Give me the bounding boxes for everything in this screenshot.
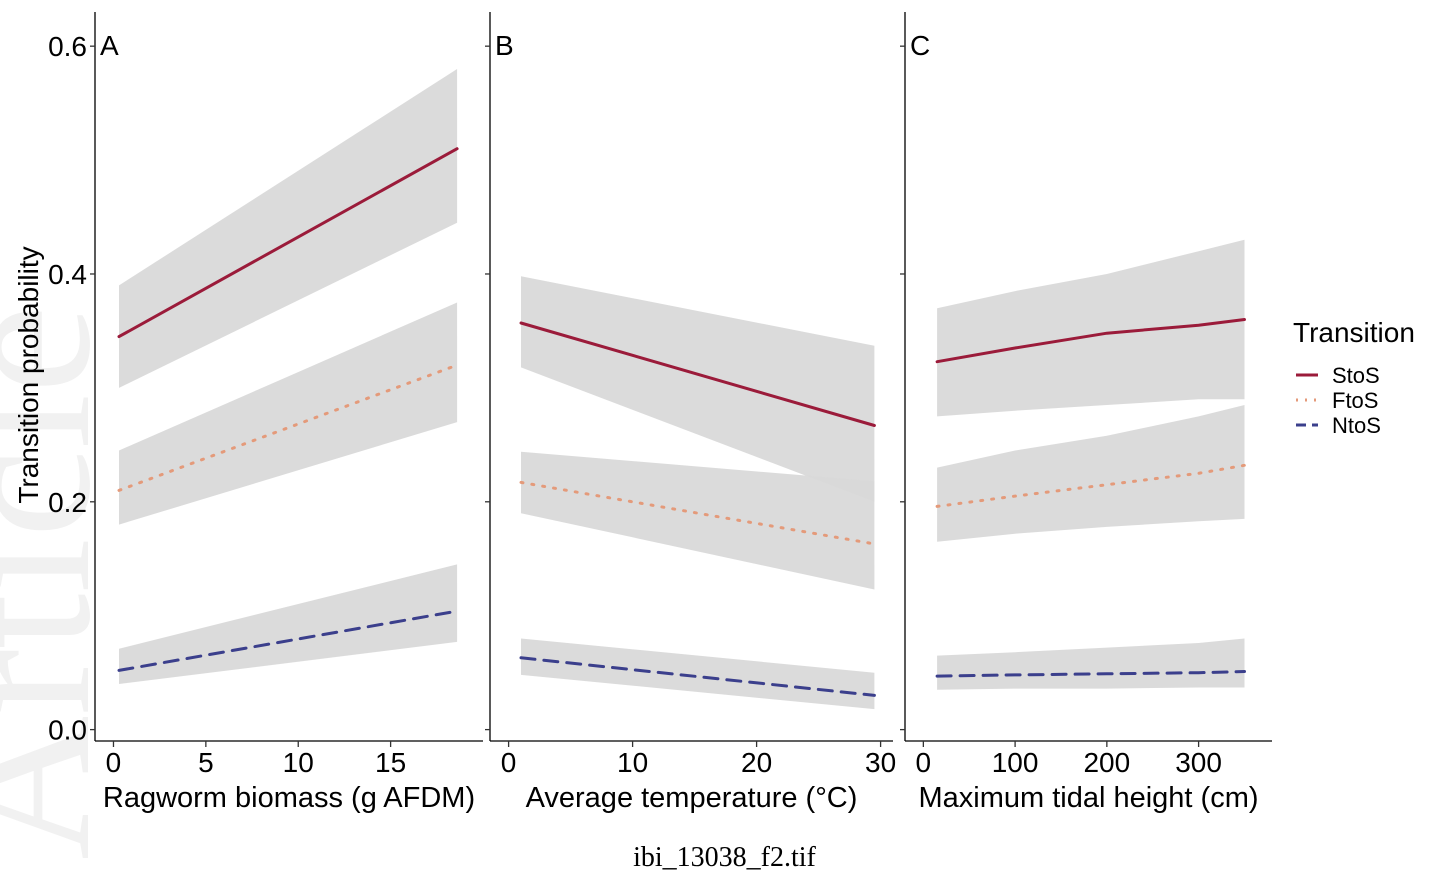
panel-letter: B bbox=[495, 30, 514, 61]
x-tick-label: 10 bbox=[283, 747, 314, 778]
panel-letter: C bbox=[910, 30, 930, 61]
y-tick-label: 0.4 bbox=[48, 259, 87, 290]
y-axis-title: Transition probability bbox=[13, 246, 44, 503]
legend-label-ntos: NtoS bbox=[1332, 413, 1381, 438]
legend-label-ftos: FtoS bbox=[1332, 388, 1378, 413]
panel-c: 0 100 200 300 Maximum tidal height (cm) C bbox=[900, 12, 1272, 814]
ci-ribbon-ntos bbox=[119, 564, 458, 684]
ci-ribbon-ntos bbox=[521, 638, 875, 710]
ci-ribbon-ntos bbox=[937, 638, 1245, 690]
x-tick-label: 0 bbox=[916, 747, 932, 778]
ci-ribbon-stos bbox=[937, 239, 1245, 417]
x-tick-label: 10 bbox=[617, 747, 648, 778]
series-line-stos bbox=[117, 147, 459, 339]
series-line-stos bbox=[519, 321, 876, 427]
x-tick-label: 0 bbox=[106, 747, 122, 778]
x-axis-title: Maximum tidal height (cm) bbox=[918, 782, 1258, 814]
x-tick-label: 15 bbox=[375, 747, 406, 778]
background-watermark: Article bbox=[0, 305, 132, 860]
x-tick-label: 0 bbox=[501, 747, 517, 778]
figure-caption: ibi_13038_f2.tif bbox=[633, 842, 816, 873]
y-tick-label: 0.0 bbox=[48, 715, 87, 746]
chart-panels: 0.0 0.2 0.4 0.6 0 5 10 15 Ragworm biomass (g AFD… bbox=[48, 12, 1272, 814]
series-line-ftos bbox=[519, 480, 876, 546]
y-tick-label: 0.2 bbox=[48, 487, 87, 518]
x-tick-label: 100 bbox=[992, 747, 1039, 778]
y-tick-label: 0.6 bbox=[48, 31, 87, 62]
series-line-ntos bbox=[519, 656, 876, 697]
x-tick-label: 300 bbox=[1175, 747, 1222, 778]
legend-title: Transition bbox=[1293, 317, 1415, 348]
ci-ribbon-stos bbox=[119, 69, 458, 388]
legend-label-stos: StoS bbox=[1332, 363, 1380, 388]
ci-ribbon-stos bbox=[521, 276, 875, 502]
panel-letter: A bbox=[100, 30, 119, 61]
series-line-ntos bbox=[117, 609, 459, 672]
series-line-stos bbox=[935, 318, 1246, 364]
panel-a: 0.0 0.2 0.4 0.6 0 5 10 15 Ragworm biomass (g AFD… bbox=[48, 12, 483, 814]
x-tick-label: 20 bbox=[741, 747, 772, 778]
x-axis-title: Ragworm biomass (g AFDM) bbox=[103, 782, 475, 814]
series-line-ftos bbox=[117, 363, 459, 492]
ci-ribbon-ftos bbox=[521, 451, 875, 590]
x-tick-label: 30 bbox=[865, 747, 896, 778]
x-tick-label: 5 bbox=[198, 747, 214, 778]
x-axis-title: Average temperature (°C) bbox=[526, 782, 858, 814]
x-tick-label: 200 bbox=[1083, 747, 1130, 778]
ci-ribbon-ftos bbox=[937, 405, 1245, 542]
series-line-ntos bbox=[935, 670, 1246, 678]
svg-text:Article: Article bbox=[0, 305, 132, 860]
ci-ribbon-ftos bbox=[119, 302, 458, 525]
